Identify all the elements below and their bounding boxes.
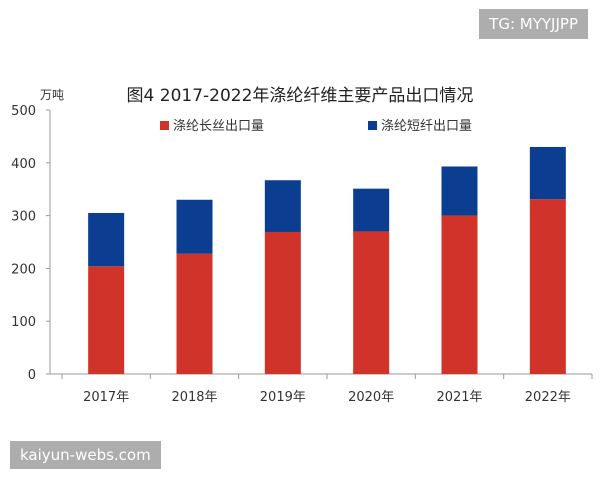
y-axis-unit-label: 万吨 [40, 88, 64, 102]
x-tick-label: 2021年 [436, 390, 482, 405]
legend-swatch [160, 121, 169, 130]
x-tick-label: 2019年 [260, 390, 306, 405]
bar-series-group [88, 146, 566, 374]
bar-staple-export [353, 188, 390, 232]
x-tick-label: 2018年 [171, 390, 217, 405]
y-tick-label: 500 [11, 104, 36, 119]
y-tick-label: 200 [11, 262, 36, 277]
y-tick-label: 100 [11, 315, 36, 330]
watermark-bottom: kaiyun-webs.com [10, 441, 161, 469]
bar-filament-export [88, 266, 125, 374]
chart-title: 图4 2017-2022年涤纶纤维主要产品出口情况 [127, 86, 474, 106]
bar-staple-export [441, 166, 478, 216]
y-tick-label: 400 [11, 157, 36, 172]
bar-filament-export [176, 253, 213, 374]
x-tick-label: 2017年 [83, 390, 129, 405]
legend-swatch [368, 121, 377, 130]
legend-label: 涤纶短纤出口量 [381, 119, 472, 134]
bar-staple-export [264, 180, 301, 232]
bar-staple-export [176, 199, 213, 254]
chart-legend: 涤纶长丝出口量 涤纶短纤出口量 [160, 119, 472, 134]
bar-filament-export [353, 231, 390, 374]
bar-staple-export [529, 146, 566, 200]
x-tick-label: 2022年 [525, 390, 571, 405]
y-tick-label: 0 [28, 368, 36, 383]
y-tick-label: 300 [11, 210, 36, 225]
bar-filament-export [264, 231, 301, 374]
legend-label: 涤纶长丝出口量 [173, 119, 264, 134]
y-axis: 0 100 200 300 400 500 [11, 104, 51, 383]
bar-filament-export [529, 199, 566, 374]
bar-filament-export [441, 215, 478, 374]
watermark-top: TG: MYYJJPP [479, 9, 588, 39]
bar-staple-export [88, 212, 125, 267]
x-tick-label: 2020年 [348, 390, 394, 405]
x-axis: 2017年 2018年 2019年 2020年 2021年 2022年 [50, 373, 593, 405]
